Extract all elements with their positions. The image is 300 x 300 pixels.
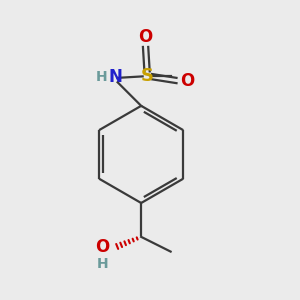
- Text: O: O: [95, 238, 110, 256]
- Text: O: O: [139, 28, 153, 46]
- Text: O: O: [180, 72, 194, 90]
- Text: H: H: [96, 70, 108, 84]
- Text: H: H: [97, 257, 109, 271]
- Text: S: S: [141, 68, 154, 85]
- Text: N: N: [108, 68, 122, 86]
